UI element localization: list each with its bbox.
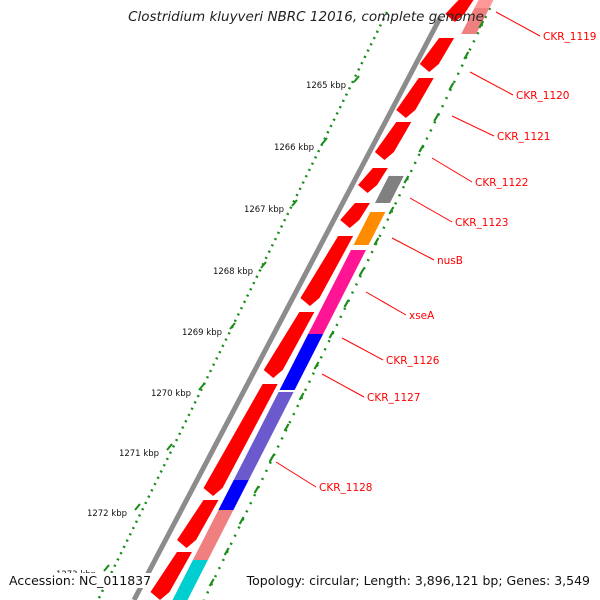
cds-forward-block <box>445 0 474 22</box>
minor-tick <box>448 82 455 91</box>
cds-inner-block <box>218 480 249 510</box>
label-leader-line <box>409 197 453 223</box>
gene-label[interactable]: CKR_1120 <box>516 90 569 102</box>
minor-tick <box>283 423 290 432</box>
cds-forward-block <box>263 312 315 378</box>
cds-inner-block <box>374 176 404 203</box>
gene-label[interactable]: xseA <box>409 310 435 322</box>
cds-inner-block <box>353 212 386 245</box>
scale-ring-outer <box>96 11 389 600</box>
minor-tick <box>358 268 365 277</box>
minor-tick <box>268 454 275 463</box>
scale-label: 1271 kbp <box>119 449 159 459</box>
scale-tick <box>291 199 298 207</box>
minor-tick <box>373 237 380 246</box>
cds-forward-block <box>150 552 192 600</box>
gene-label[interactable]: nusB <box>437 255 463 267</box>
scale-tick <box>198 383 205 391</box>
cds-inner-block <box>172 560 208 600</box>
scale-label: 1269 kbp <box>182 328 222 338</box>
gc-ring-inner <box>202 7 492 600</box>
label-leader-line <box>451 115 495 137</box>
minor-tick <box>313 361 320 370</box>
label-leader-line <box>469 71 514 96</box>
minor-tick <box>298 392 305 401</box>
cds-inner-block <box>461 8 490 34</box>
label-leader-line <box>495 11 541 37</box>
minor-tick <box>343 299 350 308</box>
label-leader-line <box>431 157 473 183</box>
cds-inner-block <box>308 318 332 334</box>
cds-forward-block <box>358 168 388 193</box>
minor-tick <box>223 547 230 556</box>
scale-tick <box>103 564 110 572</box>
scale-label: 1270 kbp <box>151 389 191 399</box>
minor-tick <box>478 20 485 29</box>
minor-tick <box>463 51 470 60</box>
accession-text: Accession: NC_011837 <box>9 573 152 588</box>
label-leader-line <box>275 461 317 488</box>
scale-label: 1265 kbp <box>306 81 346 91</box>
gene-label[interactable]: CKR_1127 <box>367 392 420 404</box>
cds-forward-block <box>419 38 455 72</box>
scale-label: 1268 kbp <box>213 267 253 277</box>
genome-stats-text: Topology: circular; Length: 3,896,121 bp… <box>246 573 590 588</box>
label-leader-line <box>365 291 407 316</box>
minor-tick <box>238 516 245 525</box>
scale-label: 1267 kbp <box>244 205 284 215</box>
feature-track <box>150 0 494 600</box>
scale-label: 1272 kbp <box>87 509 127 519</box>
cds-forward-block <box>177 500 219 548</box>
minor-tick <box>208 578 215 587</box>
cds-forward-block <box>203 384 278 496</box>
scale-tick <box>134 503 141 511</box>
map-title: Clostridium kluyveri NBRC 12016, complet… <box>128 9 484 25</box>
gene-label[interactable]: CKR_1123 <box>455 217 508 229</box>
cds-inner-block <box>474 0 494 8</box>
scale-tick <box>166 443 173 451</box>
minor-tick <box>328 330 335 339</box>
cds-forward-block <box>300 236 354 306</box>
scale-tick <box>321 137 328 145</box>
cds-inner-block <box>233 392 294 480</box>
gene-labels: CKR_1119 CKR_1120 CKR_1121 CKR_1122 CKR_1123… <box>275 11 596 494</box>
minor-tick <box>403 175 410 184</box>
scale-tick <box>260 261 267 269</box>
gene-label[interactable]: CKR_1126 <box>386 355 440 367</box>
label-leader-line <box>321 373 365 398</box>
cds-inner-block <box>279 334 324 390</box>
gene-label[interactable]: CKR_1119 <box>543 31 596 43</box>
scale-ticks: 1265 kbp 1266 kbp 1267 kbp 1268 kbp 1269 kbp… <box>56 20 485 587</box>
backbone-circle <box>131 16 443 600</box>
cds-inner-block <box>316 250 366 318</box>
minor-tick <box>388 206 395 215</box>
gene-label[interactable]: CKR_1122 <box>475 177 528 189</box>
cds-inner-block <box>192 510 234 560</box>
cds-forward-block <box>340 203 370 228</box>
scale-label: 1266 kbp <box>274 143 314 153</box>
minor-tick <box>418 144 425 153</box>
cds-forward-block <box>396 78 434 118</box>
label-leader-line <box>391 237 435 261</box>
scale-tick <box>353 75 360 83</box>
cds-forward-block <box>374 122 412 160</box>
label-leader-line <box>341 337 384 361</box>
gene-label[interactable]: CKR_1128 <box>319 482 372 494</box>
scale-tick <box>229 322 236 330</box>
gene-label[interactable]: CKR_1121 <box>497 131 550 143</box>
minor-tick <box>433 113 440 122</box>
minor-tick <box>253 485 260 494</box>
